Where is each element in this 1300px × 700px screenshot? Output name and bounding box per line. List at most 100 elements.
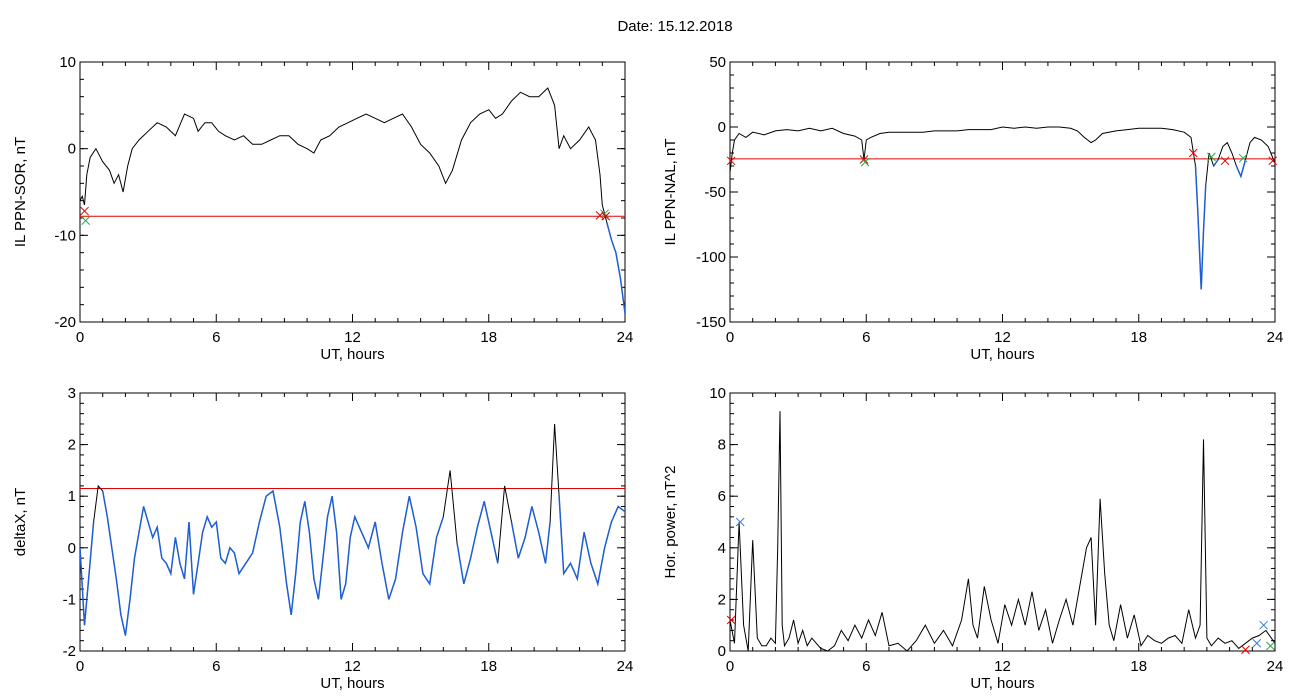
x-tick-label: 24: [617, 658, 634, 675]
event-marker: [735, 517, 745, 527]
x-tick-label: 24: [1267, 329, 1284, 346]
x-axis-title: UT, hours: [970, 346, 1034, 363]
x-tick-label: 6: [862, 658, 870, 675]
event-marker: [726, 615, 736, 625]
event-marker: [1266, 641, 1275, 651]
y-tick-label: 0: [68, 540, 76, 557]
x-tick-label: 6: [212, 658, 220, 675]
y-axis-title: Hor. power, nT^2: [662, 466, 679, 579]
event-marker: [860, 157, 870, 167]
y-tick-label: 6: [718, 488, 726, 505]
x-axis-title: UT, hours: [320, 346, 384, 363]
y-tick-label: 50: [709, 54, 726, 71]
event-marker: [80, 206, 89, 216]
event-marker-stroke: [726, 156, 736, 166]
event-marker: [1241, 645, 1250, 655]
event-marker-stroke: [1266, 641, 1275, 651]
plot-frame: [79, 61, 626, 323]
series-highlight: [80, 489, 625, 636]
plot-frame: [729, 61, 1276, 323]
event-marker-stroke: [1238, 153, 1248, 163]
event-marker-stroke: [859, 155, 869, 164]
series-highlight: [606, 222, 625, 314]
event-marker: [1207, 152, 1216, 162]
x-tick-label: 18: [1130, 329, 1147, 346]
y-tick-label: -150: [696, 314, 726, 331]
x-tick-label: 6: [862, 329, 870, 346]
event-marker: [1220, 156, 1230, 166]
event-marker-stroke: [726, 615, 736, 625]
event-marker: [1259, 620, 1268, 630]
y-tick-label: 0: [68, 141, 76, 158]
y-tick-label: 2: [718, 591, 726, 608]
event-marker-stroke: [1207, 152, 1216, 162]
event-marker: [81, 216, 91, 225]
panel-il-ppn-nal: 0 6 12 18 24 -150 -100 -50 0 50 UT, hours IL PPN-NA…: [662, 54, 1283, 363]
x-tick-label: 0: [726, 329, 734, 346]
y-axis-title: IL PPN-NAL, nT: [662, 139, 679, 246]
event-marker-stroke: [1188, 148, 1198, 158]
plot-frame: [729, 392, 1276, 652]
x-tick-label: 24: [617, 329, 634, 346]
y-tick-label: -2: [63, 643, 76, 660]
event-marker: [1268, 156, 1278, 166]
y-tick-label: 0: [718, 119, 726, 136]
x-tick-label: 12: [994, 329, 1011, 346]
event-marker-stroke: [601, 211, 611, 221]
event-marker: [1188, 148, 1198, 158]
x-tick-label: 12: [344, 329, 361, 346]
event-marker-stroke: [1220, 156, 1230, 166]
x-tick-label: 12: [344, 658, 361, 675]
event-marker: [1238, 153, 1248, 163]
y-tick-label: 4: [718, 540, 726, 557]
y-tick-label: -20: [54, 314, 76, 331]
event-marker: [1252, 638, 1262, 648]
series-line: [730, 126, 1275, 290]
y-tick-label: 2: [68, 437, 76, 454]
event-marker-stroke: [860, 157, 870, 167]
event-marker: [726, 156, 736, 166]
x-tick-label: 0: [76, 658, 84, 675]
y-axis-title: IL PPN-SOR, nT: [12, 137, 29, 247]
y-tick-label: -100: [696, 249, 726, 266]
x-tick-label: 18: [480, 658, 497, 675]
y-axis-title: deltaX, nT: [12, 488, 29, 556]
y-tick-label: 10: [709, 385, 726, 402]
x-tick-label: 18: [1130, 658, 1147, 675]
y-tick-label: 8: [718, 437, 726, 454]
y-tick-label: 3: [68, 385, 76, 402]
y-tick-label: -10: [54, 227, 76, 244]
page-title: Date: 15.12.2018: [617, 18, 733, 35]
event-marker-stroke: [1241, 645, 1250, 655]
x-tick-label: 12: [994, 658, 1011, 675]
y-tick-label: 0: [718, 643, 726, 660]
x-tick-label: 0: [726, 658, 734, 675]
x-axis-title: UT, hours: [320, 675, 384, 692]
y-tick-label: -1: [63, 591, 76, 608]
y-tick-label: 1: [68, 488, 76, 505]
event-marker: [859, 155, 869, 164]
x-tick-label: 6: [212, 329, 220, 346]
x-axis-title: UT, hours: [970, 675, 1034, 692]
x-tick-label: 18: [480, 329, 497, 346]
event-marker-stroke: [80, 206, 89, 216]
event-marker-stroke: [1268, 156, 1278, 166]
y-tick-label: -50: [704, 184, 726, 201]
y-tick-label: 10: [59, 54, 76, 71]
event-marker-stroke: [600, 209, 609, 219]
series-highlight: [1196, 160, 1276, 290]
event-marker-stroke: [1252, 638, 1262, 648]
event-marker: [600, 209, 609, 219]
x-tick-label: 24: [1267, 658, 1284, 675]
x-tick-label: 0: [76, 329, 84, 346]
panel-il-ppn-sor: 0 6 12 18 24 -20 -10 0 10 UT, hours IL PPN-SOR, nT: [12, 54, 633, 363]
event-marker-stroke: [1259, 620, 1268, 630]
plot-frame: [79, 392, 626, 652]
series-line: [730, 411, 1275, 651]
event-marker-stroke: [735, 517, 745, 527]
series-line: [80, 87, 625, 314]
event-marker-stroke: [81, 216, 91, 225]
